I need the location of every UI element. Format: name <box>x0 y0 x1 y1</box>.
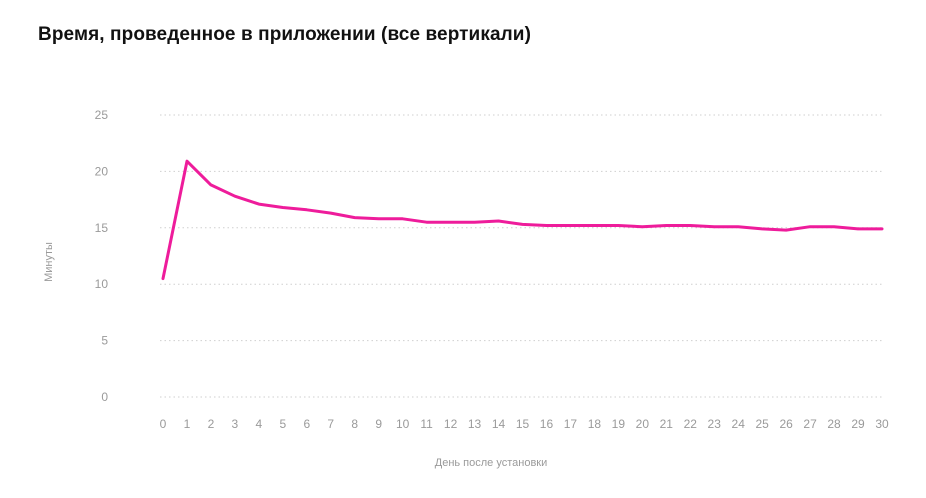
x-tick-label: 7 <box>327 417 334 431</box>
chart-title: Время, проведенное в приложении (все вер… <box>38 24 531 45</box>
x-axis-ticks: 0 1 2 3 4 5 6 7 8 9 10 11 12 13 14 15 16 17 18 19 20 21 22 23 24… <box>160 417 889 431</box>
x-tick-label: 20 <box>636 417 650 431</box>
series-line-0 <box>161 159 884 281</box>
x-axis-label: День после установки <box>435 457 548 469</box>
x-tick-label: 9 <box>375 417 382 431</box>
gridlines <box>160 114 882 398</box>
x-tick-label: 13 <box>468 417 482 431</box>
x-tick-label: 16 <box>540 417 554 431</box>
x-tick-label: 19 <box>612 417 626 431</box>
x-tick-label: 23 <box>708 417 722 431</box>
x-tick-label: 14 <box>492 417 506 431</box>
x-tick-label: 12 <box>444 417 458 431</box>
x-tick-label: 17 <box>564 417 578 431</box>
x-tick-label: 1 <box>184 417 191 431</box>
x-tick-label: 26 <box>779 417 793 431</box>
x-tick-label: 22 <box>684 417 698 431</box>
x-tick-label: 0 <box>160 417 167 431</box>
x-tick-label: 18 <box>588 417 602 431</box>
x-tick-label: 25 <box>755 417 769 431</box>
x-tick-label: 15 <box>516 417 530 431</box>
y-tick-label: 0 <box>101 390 108 404</box>
y-tick-label: 10 <box>95 277 109 291</box>
x-tick-label: 28 <box>827 417 841 431</box>
y-tick-label: 5 <box>101 334 108 348</box>
y-tick-label: 15 <box>95 221 109 235</box>
x-tick-label: 29 <box>851 417 865 431</box>
y-tick-label: 20 <box>95 164 109 178</box>
y-axis-ticks: 0 5 10 15 20 25 <box>95 108 109 404</box>
x-tick-label: 30 <box>875 417 889 431</box>
x-tick-label: 21 <box>660 417 674 431</box>
y-tick-label: 25 <box>95 108 109 122</box>
x-tick-label: 5 <box>279 417 286 431</box>
x-tick-label: 3 <box>232 417 239 431</box>
x-tick-label: 11 <box>420 417 433 431</box>
y-axis-label: Минуты <box>43 242 55 282</box>
x-tick-label: 27 <box>803 417 817 431</box>
x-tick-label: 6 <box>303 417 310 431</box>
x-tick-label: 4 <box>256 417 263 431</box>
x-tick-label: 8 <box>351 417 358 431</box>
series-lines <box>161 159 884 281</box>
x-tick-label: 24 <box>732 417 746 431</box>
x-tick-label: 10 <box>396 417 410 431</box>
x-tick-label: 2 <box>208 417 215 431</box>
